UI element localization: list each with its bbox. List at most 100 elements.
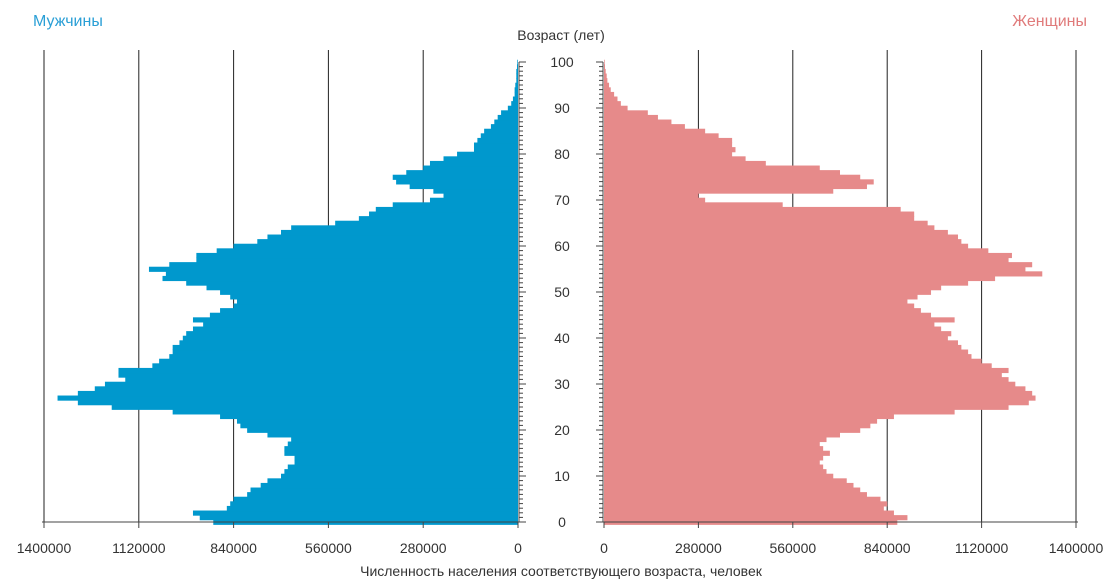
bar-women [604, 377, 1009, 383]
bar-women [604, 317, 955, 323]
bar-women [604, 124, 685, 130]
bar-women [604, 156, 746, 162]
bar-men [497, 114, 518, 121]
bar-women [604, 501, 888, 507]
bar-men [216, 248, 518, 254]
bar-men [165, 271, 518, 277]
bar-women [604, 128, 706, 134]
bar-women [604, 174, 861, 180]
bar-women [604, 133, 719, 139]
bar-women [604, 326, 942, 332]
bar-women [604, 496, 881, 502]
bar-women [604, 294, 918, 300]
bar-men [162, 275, 518, 282]
x-tick-label-left: 840000 [210, 540, 257, 556]
bar-women [604, 303, 915, 309]
bar-women [604, 142, 733, 148]
bar-men [294, 455, 518, 461]
bar-men [473, 147, 518, 153]
bar-men [172, 344, 518, 351]
bar-men [247, 492, 518, 498]
bar-women [604, 473, 834, 479]
bar-men [516, 78, 518, 84]
bar-men [473, 142, 518, 148]
bar-women [604, 482, 854, 489]
bar-men [335, 220, 518, 226]
bar-women [604, 432, 840, 438]
bar-women [604, 110, 648, 116]
bar-men [247, 427, 518, 433]
bar-women [604, 413, 894, 420]
bar-women [604, 321, 935, 328]
bar-women [604, 515, 908, 521]
bar-men [409, 183, 518, 190]
bar-women [604, 372, 1002, 378]
bar-women [604, 252, 1012, 259]
bar-women [604, 147, 736, 153]
bar-men [443, 156, 518, 162]
bar-women [604, 446, 824, 452]
bar-men [118, 367, 518, 374]
bar-women [604, 165, 820, 171]
bar-women [604, 386, 1026, 392]
bar-men [172, 409, 518, 415]
bar-men [375, 206, 518, 213]
bar-women [604, 82, 610, 88]
bar-women [604, 220, 928, 226]
x-tick-label-right: 1120000 [955, 540, 1009, 556]
bar-women [604, 459, 820, 466]
x-axis-title: Численность населения соответствующего в… [360, 563, 763, 579]
bar-men [511, 101, 518, 107]
bar-men [192, 326, 518, 332]
bar-men [148, 266, 518, 272]
bar-men [369, 211, 518, 217]
bar-men [516, 73, 518, 79]
bar-women [604, 436, 827, 443]
bar-men [196, 257, 518, 263]
bar-women [604, 160, 766, 167]
bar-men [429, 160, 518, 167]
bar-women [604, 340, 958, 346]
bar-women [604, 266, 1026, 272]
bar-men [284, 469, 518, 475]
bar-men [220, 413, 519, 420]
tick-labels: 0 10 20 30 40 50 60 70 80 90 100 0 0 280000 280000 5600… [17, 54, 1104, 556]
bar-men [186, 331, 518, 337]
bar-men [236, 418, 518, 424]
bar-men [494, 119, 518, 125]
bar-women [604, 455, 824, 461]
bar-men [484, 128, 518, 134]
bar-men [77, 390, 518, 397]
bar-women [604, 87, 611, 93]
age-tick-label: 100 [550, 54, 574, 70]
bar-men [192, 510, 518, 516]
bar-women [604, 275, 996, 282]
bar-men [226, 505, 519, 512]
bar-men [392, 202, 518, 208]
bar-women [604, 469, 827, 475]
bar-men [182, 335, 519, 341]
bar-men [291, 436, 518, 443]
bar-men [490, 124, 518, 130]
bar-women [604, 188, 834, 194]
bar-men [507, 105, 518, 111]
bar-women [604, 358, 982, 364]
bar-women [604, 216, 915, 222]
bar-women [604, 478, 847, 484]
bar-men [220, 308, 519, 314]
bar-women [604, 114, 658, 121]
bar-men [209, 312, 518, 318]
bar-men [433, 188, 518, 194]
bar-men [104, 381, 518, 387]
bar-women [604, 280, 969, 286]
bar-women [604, 423, 871, 429]
bar-women [604, 137, 733, 144]
women-series-bars [604, 59, 1043, 525]
bar-women [604, 179, 874, 185]
men-title: Мужчины [33, 13, 103, 30]
bar-women [604, 418, 878, 424]
bar-men [159, 358, 518, 364]
bar-women [604, 206, 901, 213]
bar-men [260, 482, 518, 489]
bar-men [77, 400, 518, 406]
